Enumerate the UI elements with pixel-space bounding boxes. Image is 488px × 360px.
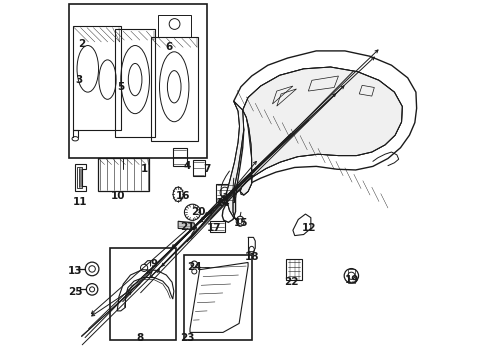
Polygon shape — [226, 67, 402, 220]
Text: 24: 24 — [186, 262, 201, 272]
Text: 2: 2 — [78, 39, 85, 49]
Text: 14: 14 — [215, 198, 230, 208]
Text: 11: 11 — [73, 197, 87, 207]
Text: 1: 1 — [140, 164, 147, 174]
Text: 12: 12 — [301, 224, 316, 233]
Text: 22: 22 — [284, 277, 298, 287]
Text: 17: 17 — [206, 224, 221, 233]
Text: 25: 25 — [68, 287, 82, 297]
Text: 8: 8 — [136, 333, 143, 343]
Text: 18: 18 — [244, 252, 258, 262]
Text: 23: 23 — [180, 333, 194, 343]
Text: 16: 16 — [176, 191, 190, 201]
Text: 13: 13 — [68, 266, 82, 276]
Text: 3: 3 — [75, 75, 82, 85]
Text: 7: 7 — [203, 164, 210, 174]
Text: 15: 15 — [233, 218, 247, 228]
Text: 20: 20 — [190, 207, 204, 217]
Text: 9: 9 — [150, 259, 157, 269]
Text: 19: 19 — [344, 275, 359, 285]
Text: 6: 6 — [165, 42, 172, 52]
Text: 4: 4 — [183, 161, 190, 171]
Text: 10: 10 — [111, 191, 125, 201]
Text: 5: 5 — [117, 82, 124, 92]
Text: 21: 21 — [180, 222, 194, 231]
